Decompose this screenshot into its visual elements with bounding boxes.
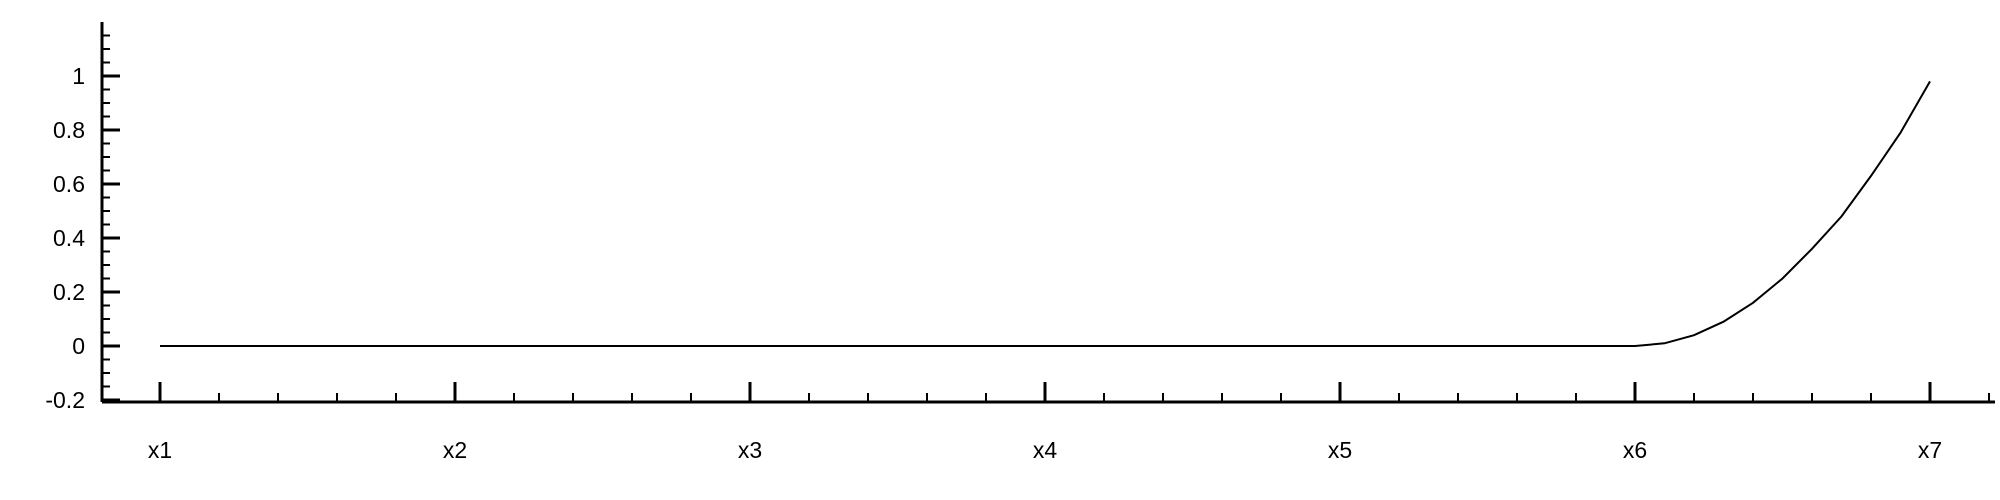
y-tick-label: 0.6 [53,171,85,197]
x-minor-ticks [218,393,1990,402]
y-tick-label: 1 [72,63,85,89]
y-tick-label: 0.8 [53,117,85,143]
series-line [160,80,1931,347]
x-tick-label: x2 [443,437,467,463]
x-tick-label: x3 [738,437,762,463]
y-minor-ticks [102,34,110,388]
y-major-ticks: -0.2 0 0.2 0.4 0.6 0.8 1 [45,63,120,413]
series-layer [160,80,1931,347]
x-tick-label: x1 [148,437,172,463]
x-tick-label: x6 [1623,437,1647,463]
x-tick-label: x4 [1033,437,1058,463]
y-tick-label: -0.2 [45,387,85,413]
y-tick-label: 0 [72,333,85,359]
x-tick-label: x5 [1328,437,1352,463]
x-tick-label: x7 [1918,437,1942,463]
y-tick-label: 0.4 [53,225,85,251]
y-tick-label: 0.2 [53,279,85,305]
x-major-ticks: x1 x2 x3 x4 x5 x6 x7 [148,382,1942,463]
